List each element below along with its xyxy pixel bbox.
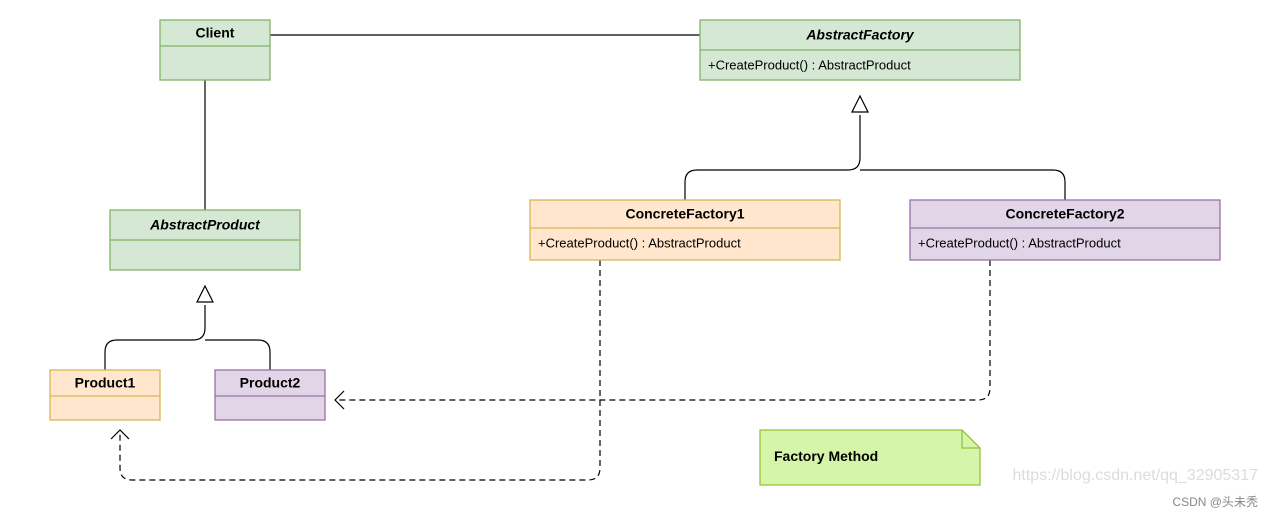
class-title: Product1: [75, 375, 136, 391]
class-title: AbstractFactory: [805, 27, 915, 43]
class-title: AbstractProduct: [149, 217, 261, 233]
watermark: https://blog.csdn.net/qq_32905317: [1012, 467, 1258, 484]
class-member: +CreateProduct() : AbstractProduct: [918, 235, 1121, 250]
note: Factory Method: [760, 430, 980, 485]
class-concreteFactory2: ConcreteFactory2 +CreateProduct() : Abstr…: [910, 200, 1220, 260]
class-title: ConcreteFactory1: [625, 206, 744, 222]
uml-diagram: Client AbstractFactory +CreateProduct() : …: [0, 0, 1278, 518]
credit: CSDN @头未秃: [1172, 495, 1258, 509]
class-abstractProduct: AbstractProduct: [110, 210, 300, 270]
class-client: Client: [160, 20, 270, 80]
class-title: Product2: [240, 375, 301, 391]
class-abstractFactory: AbstractFactory +CreateProduct() : Abstra…: [700, 20, 1020, 80]
class-product2: Product2: [215, 370, 325, 420]
class-member: +CreateProduct() : AbstractProduct: [538, 235, 741, 250]
class-concreteFactory1: ConcreteFactory1 +CreateProduct() : Abstr…: [530, 200, 840, 260]
class-title: Client: [196, 25, 235, 41]
class-product1: Product1: [50, 370, 160, 420]
note-text: Factory Method: [774, 448, 878, 464]
class-title: ConcreteFactory2: [1005, 206, 1124, 222]
class-member: +CreateProduct() : AbstractProduct: [708, 57, 911, 72]
